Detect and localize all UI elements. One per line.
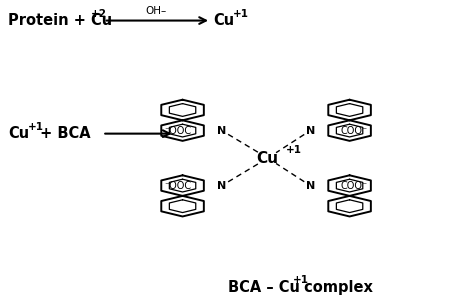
Text: COO⁻: COO⁻ [341,181,368,191]
Text: Cu: Cu [8,126,29,141]
Text: N: N [217,126,227,136]
Text: complex: complex [300,281,373,295]
Text: +1: +1 [233,9,249,18]
Text: Protein + Cu: Protein + Cu [8,13,112,28]
Text: +2: +2 [91,9,107,18]
Text: Cu: Cu [257,151,279,165]
Text: N: N [217,181,227,191]
Text: N: N [306,126,315,136]
Text: +1: +1 [293,275,309,285]
Text: +1: +1 [28,122,44,132]
Text: Cu: Cu [213,13,234,28]
Text: OH–: OH– [145,6,166,16]
Text: N: N [306,181,315,191]
Text: COO⁻: COO⁻ [341,126,368,136]
Text: +1: +1 [286,145,301,154]
Text: ⁻OOC: ⁻OOC [164,181,191,191]
Text: BCA – Cu: BCA – Cu [228,281,300,295]
Text: ⁻OOC: ⁻OOC [164,126,191,136]
Text: + BCA: + BCA [35,126,91,141]
